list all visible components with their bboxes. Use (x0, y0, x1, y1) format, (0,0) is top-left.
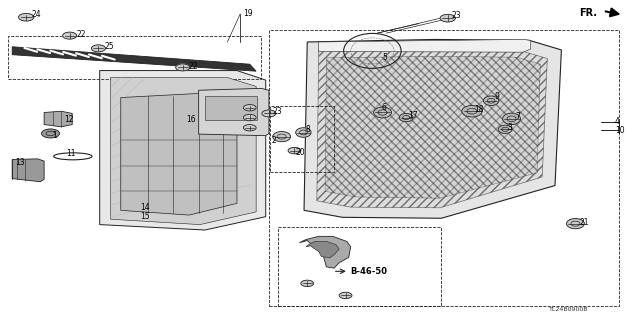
Circle shape (440, 14, 456, 22)
Polygon shape (12, 47, 256, 71)
Ellipse shape (502, 113, 520, 124)
Text: 15: 15 (140, 211, 150, 220)
Text: 10: 10 (615, 126, 625, 135)
Ellipse shape (273, 131, 291, 142)
Circle shape (175, 64, 189, 71)
Circle shape (92, 45, 106, 52)
Text: 19: 19 (243, 9, 253, 18)
Text: 11: 11 (67, 149, 76, 158)
Polygon shape (300, 236, 351, 268)
Polygon shape (325, 56, 540, 198)
Text: 17: 17 (408, 111, 418, 120)
Text: 5: 5 (383, 53, 387, 62)
Ellipse shape (483, 96, 499, 106)
Ellipse shape (374, 107, 392, 118)
Circle shape (63, 32, 77, 39)
Polygon shape (100, 70, 266, 230)
Text: 1: 1 (52, 131, 56, 140)
Polygon shape (304, 40, 561, 218)
Text: 23: 23 (272, 107, 282, 116)
Ellipse shape (296, 128, 311, 137)
Circle shape (243, 124, 256, 131)
Circle shape (243, 115, 256, 121)
Text: 2: 2 (271, 136, 276, 145)
Text: 12: 12 (65, 115, 74, 124)
Polygon shape (44, 111, 72, 127)
Bar (8, 36, 260, 78)
Circle shape (262, 110, 276, 117)
Text: 6: 6 (381, 103, 386, 112)
Polygon shape (121, 93, 237, 215)
Circle shape (301, 280, 314, 286)
Circle shape (288, 147, 301, 154)
Polygon shape (111, 78, 256, 225)
Bar (205, 96, 257, 120)
Text: 13: 13 (15, 158, 24, 167)
Text: TL24B0900B: TL24B0900B (548, 307, 588, 312)
Polygon shape (319, 40, 531, 52)
Text: B-46-50: B-46-50 (351, 267, 388, 276)
Text: 21: 21 (579, 218, 589, 227)
Circle shape (19, 13, 34, 21)
Text: FR.: FR. (579, 8, 596, 18)
Text: 22: 22 (76, 30, 86, 39)
Ellipse shape (566, 219, 584, 229)
Circle shape (339, 292, 352, 299)
Ellipse shape (498, 125, 512, 133)
Text: 14: 14 (140, 203, 150, 211)
Circle shape (243, 105, 256, 111)
Circle shape (42, 129, 60, 138)
Text: 7: 7 (515, 112, 520, 121)
Text: 20: 20 (296, 148, 305, 157)
Text: 3: 3 (507, 122, 512, 132)
Text: 22: 22 (188, 62, 198, 71)
Polygon shape (306, 241, 339, 258)
Polygon shape (198, 88, 269, 136)
Text: 9: 9 (494, 92, 499, 101)
Text: 25: 25 (104, 42, 114, 51)
Polygon shape (12, 159, 44, 182)
Text: 8: 8 (305, 125, 310, 134)
Bar (270, 106, 334, 172)
Text: 23: 23 (452, 11, 461, 20)
Text: 18: 18 (474, 105, 484, 114)
Bar (278, 227, 442, 306)
Bar (269, 30, 619, 306)
Ellipse shape (399, 114, 413, 122)
Text: 4: 4 (615, 117, 620, 126)
Text: 16: 16 (186, 115, 195, 124)
Polygon shape (317, 49, 547, 208)
Text: 24: 24 (31, 10, 41, 19)
Ellipse shape (462, 106, 482, 117)
